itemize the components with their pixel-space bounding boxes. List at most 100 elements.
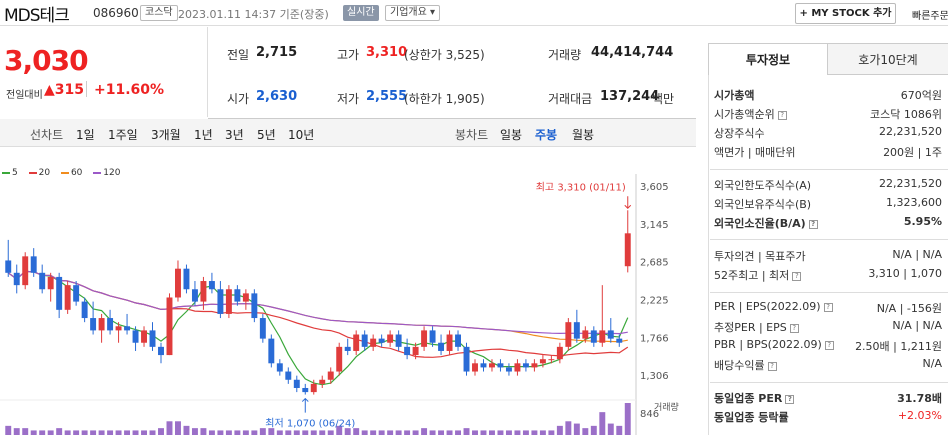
volume-bar bbox=[548, 430, 555, 435]
candle-body bbox=[39, 272, 46, 290]
volume-axis-label: 거래량 bbox=[654, 401, 679, 413]
info-label-text: 외국인소진율(B/A) bbox=[714, 217, 806, 230]
company-overview-dropdown[interactable]: 기업개요 ▾ bbox=[385, 5, 440, 21]
high-arrow bbox=[624, 196, 632, 209]
volume-bar bbox=[132, 430, 139, 435]
timestamp: 2023.01.11 14:37 기준(장중) bbox=[178, 8, 329, 21]
help-icon[interactable]: ? bbox=[789, 323, 799, 333]
tab-orderbook[interactable]: 호가10단계 bbox=[828, 43, 948, 75]
stock-header bbox=[0, 0, 948, 26]
period-3m[interactable]: 3개월 bbox=[151, 128, 181, 142]
info-label-text: PER | EPS(2022.09) bbox=[714, 300, 821, 313]
info-row-dividend: 배당수익률? N/A bbox=[714, 357, 942, 375]
candle-body bbox=[30, 256, 37, 273]
info-row-foreign-ratio: 외국인소진율(B/A)? 5.95% bbox=[714, 215, 942, 233]
info-value: 22,231,520 bbox=[879, 177, 942, 190]
period-1y[interactable]: 1년 bbox=[194, 128, 213, 142]
candle-body bbox=[522, 363, 529, 368]
y-tick-label: 3,605 bbox=[640, 182, 669, 193]
candle-body bbox=[141, 330, 147, 343]
help-icon[interactable]: ? bbox=[767, 361, 777, 371]
candle-body bbox=[200, 281, 207, 302]
volume-bar bbox=[141, 430, 147, 435]
candle-body bbox=[489, 363, 495, 368]
volume-bar bbox=[208, 430, 215, 435]
volume-bar bbox=[285, 430, 292, 435]
period-5y[interactable]: 5년 bbox=[257, 128, 276, 142]
candle-body bbox=[225, 289, 232, 314]
add-mystock-button[interactable]: + MY STOCK 추가 bbox=[795, 3, 896, 24]
help-icon[interactable]: ? bbox=[785, 394, 795, 404]
candle-weekly[interactable]: 주봉 bbox=[535, 128, 558, 142]
change-rate: +11.60% bbox=[94, 82, 165, 98]
candle-body bbox=[370, 338, 377, 347]
candle-body bbox=[590, 330, 597, 343]
candle-body bbox=[573, 322, 580, 339]
realtime-button[interactable]: 실시간 bbox=[343, 5, 379, 21]
volume-bar bbox=[225, 430, 232, 435]
info-value: 5.95% bbox=[903, 215, 942, 228]
quick-order-link[interactable]: 빠른주문 bbox=[912, 11, 948, 22]
candle-body bbox=[217, 289, 224, 314]
candle-body bbox=[361, 334, 368, 347]
candle-body bbox=[387, 334, 394, 343]
volume-bar bbox=[259, 428, 266, 435]
volume-bar bbox=[302, 430, 309, 435]
candle-body bbox=[429, 330, 436, 343]
candle-body bbox=[259, 318, 266, 339]
info-value: N/A | N/A bbox=[892, 248, 942, 261]
info-label-text: 동일업종 PER bbox=[714, 392, 783, 405]
candle-body bbox=[191, 289, 198, 302]
candle-body bbox=[166, 297, 173, 356]
tab-investment-info[interactable]: 투자정보 bbox=[708, 43, 828, 75]
info-row-per: PER | EPS(2022.09)? N/A | -156원 bbox=[714, 300, 942, 318]
info-label: 동일업종 등락률 bbox=[714, 411, 789, 424]
volume-bar bbox=[56, 428, 63, 435]
volume-bar bbox=[531, 430, 538, 435]
help-icon[interactable]: ? bbox=[792, 271, 802, 281]
stock-code: 086960 bbox=[93, 6, 139, 20]
help-icon[interactable]: ? bbox=[824, 340, 834, 350]
volume-bar bbox=[472, 430, 478, 435]
period-1w[interactable]: 1주일 bbox=[108, 128, 138, 142]
volume-bar bbox=[276, 430, 283, 435]
volume-bar bbox=[191, 428, 198, 435]
volume-bar bbox=[242, 430, 249, 435]
volume-bar bbox=[310, 430, 317, 435]
volume-bar bbox=[107, 430, 114, 435]
info-value: N/A | N/A bbox=[892, 319, 942, 332]
candle-body bbox=[480, 363, 487, 368]
volume-bar bbox=[429, 430, 436, 435]
candle-body bbox=[73, 285, 80, 302]
info-row-market-cap-rank: 시가총액순위? 코스닥 1086위 bbox=[714, 106, 942, 124]
info-label: PBR | BPS(2022.09)? bbox=[714, 338, 834, 351]
volume-bar bbox=[293, 430, 300, 435]
info-row-market-cap: 시가총액 670억원 bbox=[714, 87, 942, 105]
volume-bar bbox=[30, 430, 37, 435]
trade-value-unit: 백만 bbox=[652, 92, 675, 106]
period-3y[interactable]: 3년 bbox=[225, 128, 244, 142]
period-1d[interactable]: 1일 bbox=[76, 128, 95, 142]
candle-body bbox=[539, 359, 546, 364]
volume-bar bbox=[522, 430, 529, 435]
volume-bar bbox=[582, 428, 589, 435]
volume-bar bbox=[149, 430, 156, 435]
annotation-low: 최저 1,070 (06/24) bbox=[265, 418, 355, 430]
legend-ma60: 60 bbox=[60, 168, 82, 178]
y-tick-label: 846 bbox=[640, 409, 659, 420]
volume-bar bbox=[22, 428, 29, 435]
info-value: 1,323,600 bbox=[886, 196, 942, 209]
y-tick-label: 2,225 bbox=[640, 296, 669, 307]
volume-value: 44,414,744 bbox=[591, 45, 674, 60]
info-row-industry-rate: 동일업종 등락률 +2.03% bbox=[714, 409, 942, 427]
period-10y[interactable]: 10년 bbox=[288, 128, 315, 142]
candle-daily[interactable]: 일봉 bbox=[500, 128, 523, 142]
help-icon[interactable]: ? bbox=[808, 219, 818, 229]
help-icon[interactable]: ? bbox=[777, 110, 787, 120]
volume-label: 거래량 bbox=[548, 48, 582, 62]
help-icon[interactable]: ? bbox=[823, 302, 833, 312]
volume-bar bbox=[404, 430, 411, 435]
info-label: PER | EPS(2022.09)? bbox=[714, 300, 833, 313]
annotation-high: 최고 3,310 (01/11) bbox=[536, 181, 626, 193]
candle-monthly[interactable]: 월봉 bbox=[572, 128, 595, 142]
